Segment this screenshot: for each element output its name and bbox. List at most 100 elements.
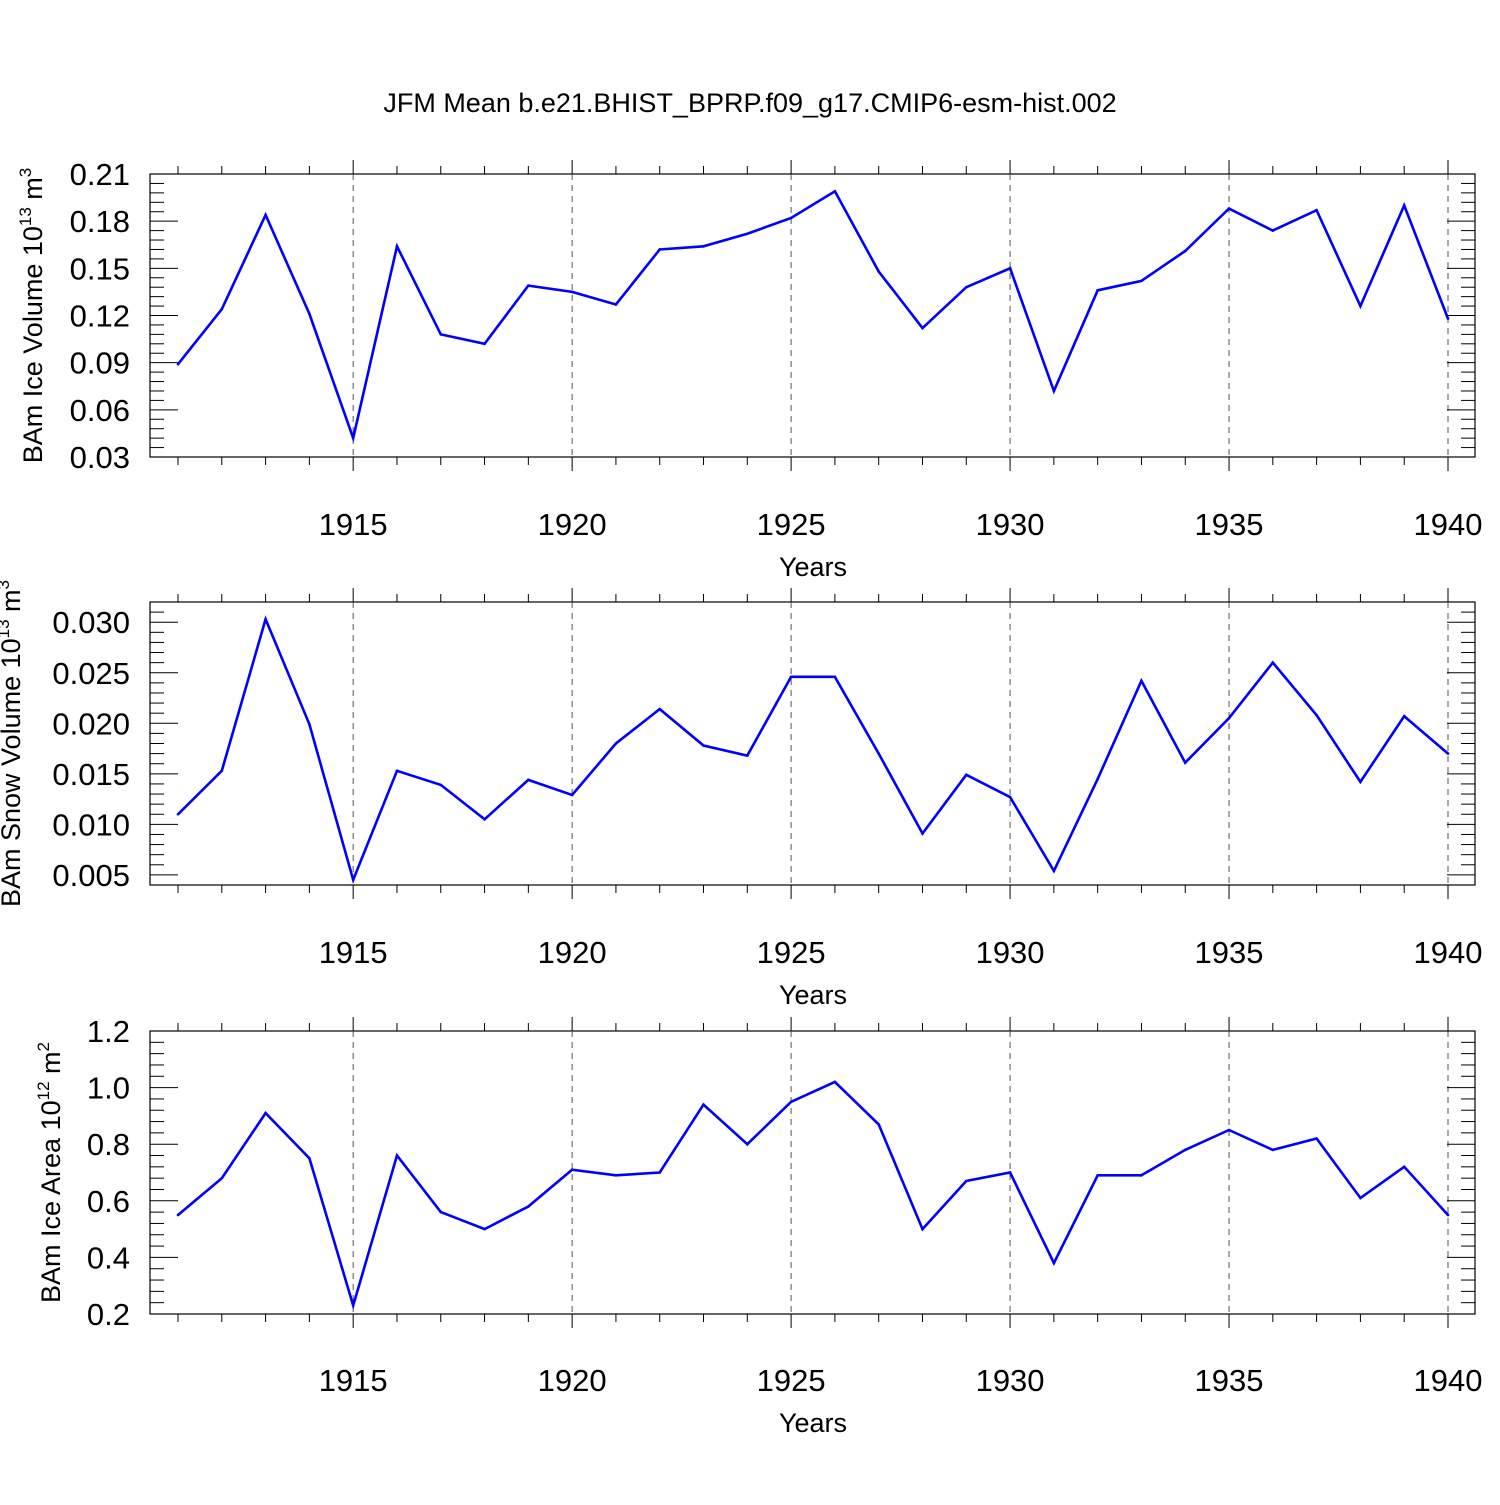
data-point	[746, 232, 749, 236]
y-tick-label: 0.12	[70, 299, 130, 334]
panel-3-frame	[149, 1030, 1476, 1315]
x-tick-label: 1925	[757, 935, 826, 970]
x-tick-label: 1915	[319, 935, 388, 970]
data-point	[964, 285, 968, 289]
y-axis-label: BAm Ice Volume 1013 m3	[16, 168, 48, 464]
data-point	[964, 773, 968, 777]
data-point	[308, 1157, 311, 1160]
x-tick-label: 1935	[1195, 1363, 1264, 1398]
data-point	[1271, 229, 1275, 232]
data-point	[1052, 869, 1056, 873]
x-tick-label: 1925	[757, 1363, 826, 1398]
data-point	[1096, 289, 1099, 292]
y-tick-label: 0.030	[52, 605, 130, 640]
y-tick-label: 0.4	[87, 1240, 130, 1275]
y-axis-label: BAm Snow Volume 1013 m3	[0, 580, 26, 907]
series-line	[176, 189, 1450, 443]
data-point	[527, 1205, 530, 1208]
x-tick-label: 1920	[538, 1363, 607, 1398]
data-point	[877, 270, 880, 273]
data-point	[789, 1100, 793, 1104]
x-tick-label: 1940	[1414, 935, 1483, 970]
data-point	[1140, 679, 1143, 683]
data-point	[1227, 716, 1231, 720]
data-point	[351, 878, 355, 882]
y-tick-label: 0.025	[52, 656, 130, 691]
y-tick-label: 1.0	[87, 1071, 130, 1106]
x-tick-label: 1915	[319, 507, 388, 542]
data-point	[746, 1142, 749, 1146]
x-axis-label: Years	[779, 980, 847, 1010]
data-point	[614, 742, 618, 745]
data-point	[1446, 317, 1450, 320]
series-line	[177, 615, 1449, 884]
data-point	[658, 248, 662, 251]
data-point	[395, 769, 399, 773]
data-point	[964, 1179, 968, 1183]
data-point	[220, 769, 224, 773]
data-point	[570, 1168, 574, 1171]
x-tick-label: 1920	[538, 935, 607, 970]
y-tick-label: 0.6	[87, 1184, 130, 1219]
data-point	[921, 832, 924, 835]
data-point	[1402, 1165, 1406, 1169]
data-point	[308, 312, 311, 316]
y-tick-label: 0.8	[87, 1127, 130, 1162]
data-point	[176, 362, 180, 366]
data-point	[1227, 1128, 1231, 1132]
data-point	[264, 617, 267, 621]
data-point	[702, 1103, 705, 1106]
data-point	[746, 754, 749, 757]
figure-title: JFM Mean b.e21.BHIST_BPRP.f09_g17.CMIP6-…	[383, 88, 1116, 118]
data-point	[483, 1227, 486, 1231]
data-point	[614, 1174, 618, 1177]
data-point	[220, 1176, 224, 1180]
data-point	[527, 284, 530, 287]
x-tick-label: 1930	[976, 935, 1045, 970]
y-tick-label: 1.2	[87, 1014, 130, 1049]
data-point	[1096, 777, 1099, 781]
data-point	[220, 307, 224, 311]
data-point	[1008, 795, 1012, 799]
data-point	[1402, 204, 1406, 207]
x-tick-label: 1920	[538, 507, 607, 542]
series-line	[177, 1080, 1449, 1311]
y-tick-label: 0.18	[70, 204, 130, 239]
data-point	[439, 783, 443, 787]
data-point	[833, 1080, 837, 1084]
x-tick-label: 1925	[757, 507, 826, 542]
data-point	[1183, 249, 1187, 253]
data-point	[1359, 1196, 1362, 1200]
data-point	[395, 245, 399, 248]
data-point	[1052, 1261, 1056, 1265]
y-tick-label: 0.010	[52, 807, 130, 842]
data-point	[308, 722, 311, 726]
y-tick-label: 0.005	[52, 858, 130, 893]
data-point	[483, 342, 486, 346]
data-point	[1315, 208, 1318, 212]
data-point	[1359, 304, 1362, 308]
data-point	[1446, 1213, 1450, 1217]
data-point	[1183, 1148, 1187, 1152]
panel-1-frame	[149, 173, 1476, 458]
data-point	[1359, 780, 1362, 784]
data-point	[614, 303, 618, 306]
data-point	[351, 436, 355, 440]
panel-2: 0.005 0.010 0.015 0.020 0.025 0.030 1915 1920 19…	[0, 580, 1482, 1010]
data-point	[1140, 279, 1143, 283]
data-point	[877, 752, 880, 755]
data-point	[351, 1304, 355, 1307]
data-point	[702, 744, 705, 747]
data-point	[1052, 389, 1056, 393]
data-point	[921, 1227, 924, 1231]
data-point	[658, 707, 662, 711]
x-tick-label: 1940	[1414, 507, 1483, 542]
x-axis-label: Years	[779, 1408, 847, 1438]
data-point	[921, 326, 924, 330]
x-tick-label: 1930	[976, 1363, 1045, 1398]
data-point	[1008, 267, 1012, 270]
data-point	[176, 812, 180, 816]
panel-1: 0.03 0.06 0.09 0.12 0.15 0.18 0.21 1915 1920 1925…	[16, 157, 1482, 582]
data-point	[527, 778, 530, 782]
